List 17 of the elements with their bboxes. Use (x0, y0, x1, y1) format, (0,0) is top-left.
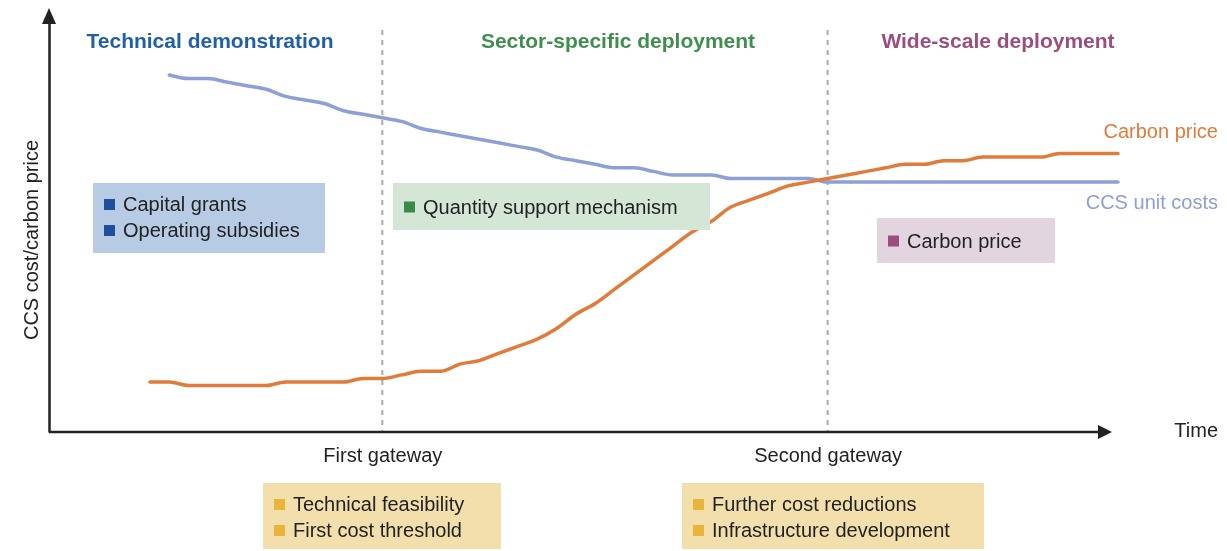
annotation: Carbon price (907, 229, 1022, 252)
x-axis-title: Time (1174, 419, 1218, 441)
text: First cost threshold (293, 519, 462, 541)
annotation: Capital grants (123, 193, 247, 215)
y-axis-title: CCS cost/carbon price (20, 139, 42, 341)
series-label: Carbon price (1103, 120, 1218, 142)
x-tick-label: Second gateway (754, 444, 903, 466)
text: Technical feasibility (293, 493, 465, 515)
text: Technical demonstration (86, 29, 334, 52)
text: Wide-scale deployment (881, 29, 1115, 52)
annotation: Quantity support mechanism (423, 195, 678, 218)
text: Further cost reductions (712, 493, 917, 515)
series-label: CCS unit costs (1085, 191, 1218, 213)
x-tick-label: First gateway (323, 444, 443, 466)
text: Sector-specific deployment (480, 29, 756, 52)
text: Infrastructure development (712, 519, 951, 541)
annotation: Operating subsidies (123, 219, 300, 241)
